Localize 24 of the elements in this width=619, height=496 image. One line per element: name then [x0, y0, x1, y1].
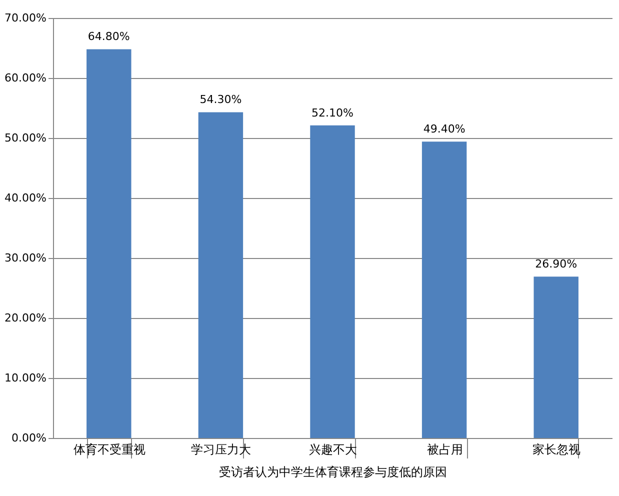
bar — [198, 112, 244, 438]
data-label: 52.10% — [312, 106, 354, 120]
y-tick-label: 60.00% — [4, 72, 46, 84]
data-label: 26.90% — [535, 258, 578, 271]
y-tick-label: 70.00% — [4, 12, 46, 24]
y-tick-label: 10.00% — [4, 372, 46, 384]
data-label: 49.40% — [423, 122, 466, 136]
y-tick-label: 50.00% — [4, 132, 46, 144]
x-tick-label: 学习压力大 — [191, 442, 252, 456]
bar — [86, 49, 132, 438]
data-label: 64.80% — [88, 30, 130, 44]
y-tick-label: 20.00% — [4, 312, 46, 324]
bar — [310, 125, 355, 438]
bar — [534, 276, 578, 438]
x-tick-label: 被占用 — [426, 442, 463, 456]
x-tick-label: 兴趣不大 — [309, 442, 357, 456]
y-tick-label: 30.00% — [4, 252, 46, 264]
data-label: 54.30% — [200, 93, 242, 106]
y-tick-label: 40.00% — [4, 192, 46, 204]
x-tick-label: 体育不受重视 — [73, 442, 146, 456]
x-axis-title: 受访者认为中学生体育课程参与度低的原因 — [219, 465, 447, 479]
y-tick-label: 0.00% — [12, 432, 46, 444]
x-tick-label: 家长忽视 — [532, 442, 581, 456]
bar — [422, 142, 467, 438]
